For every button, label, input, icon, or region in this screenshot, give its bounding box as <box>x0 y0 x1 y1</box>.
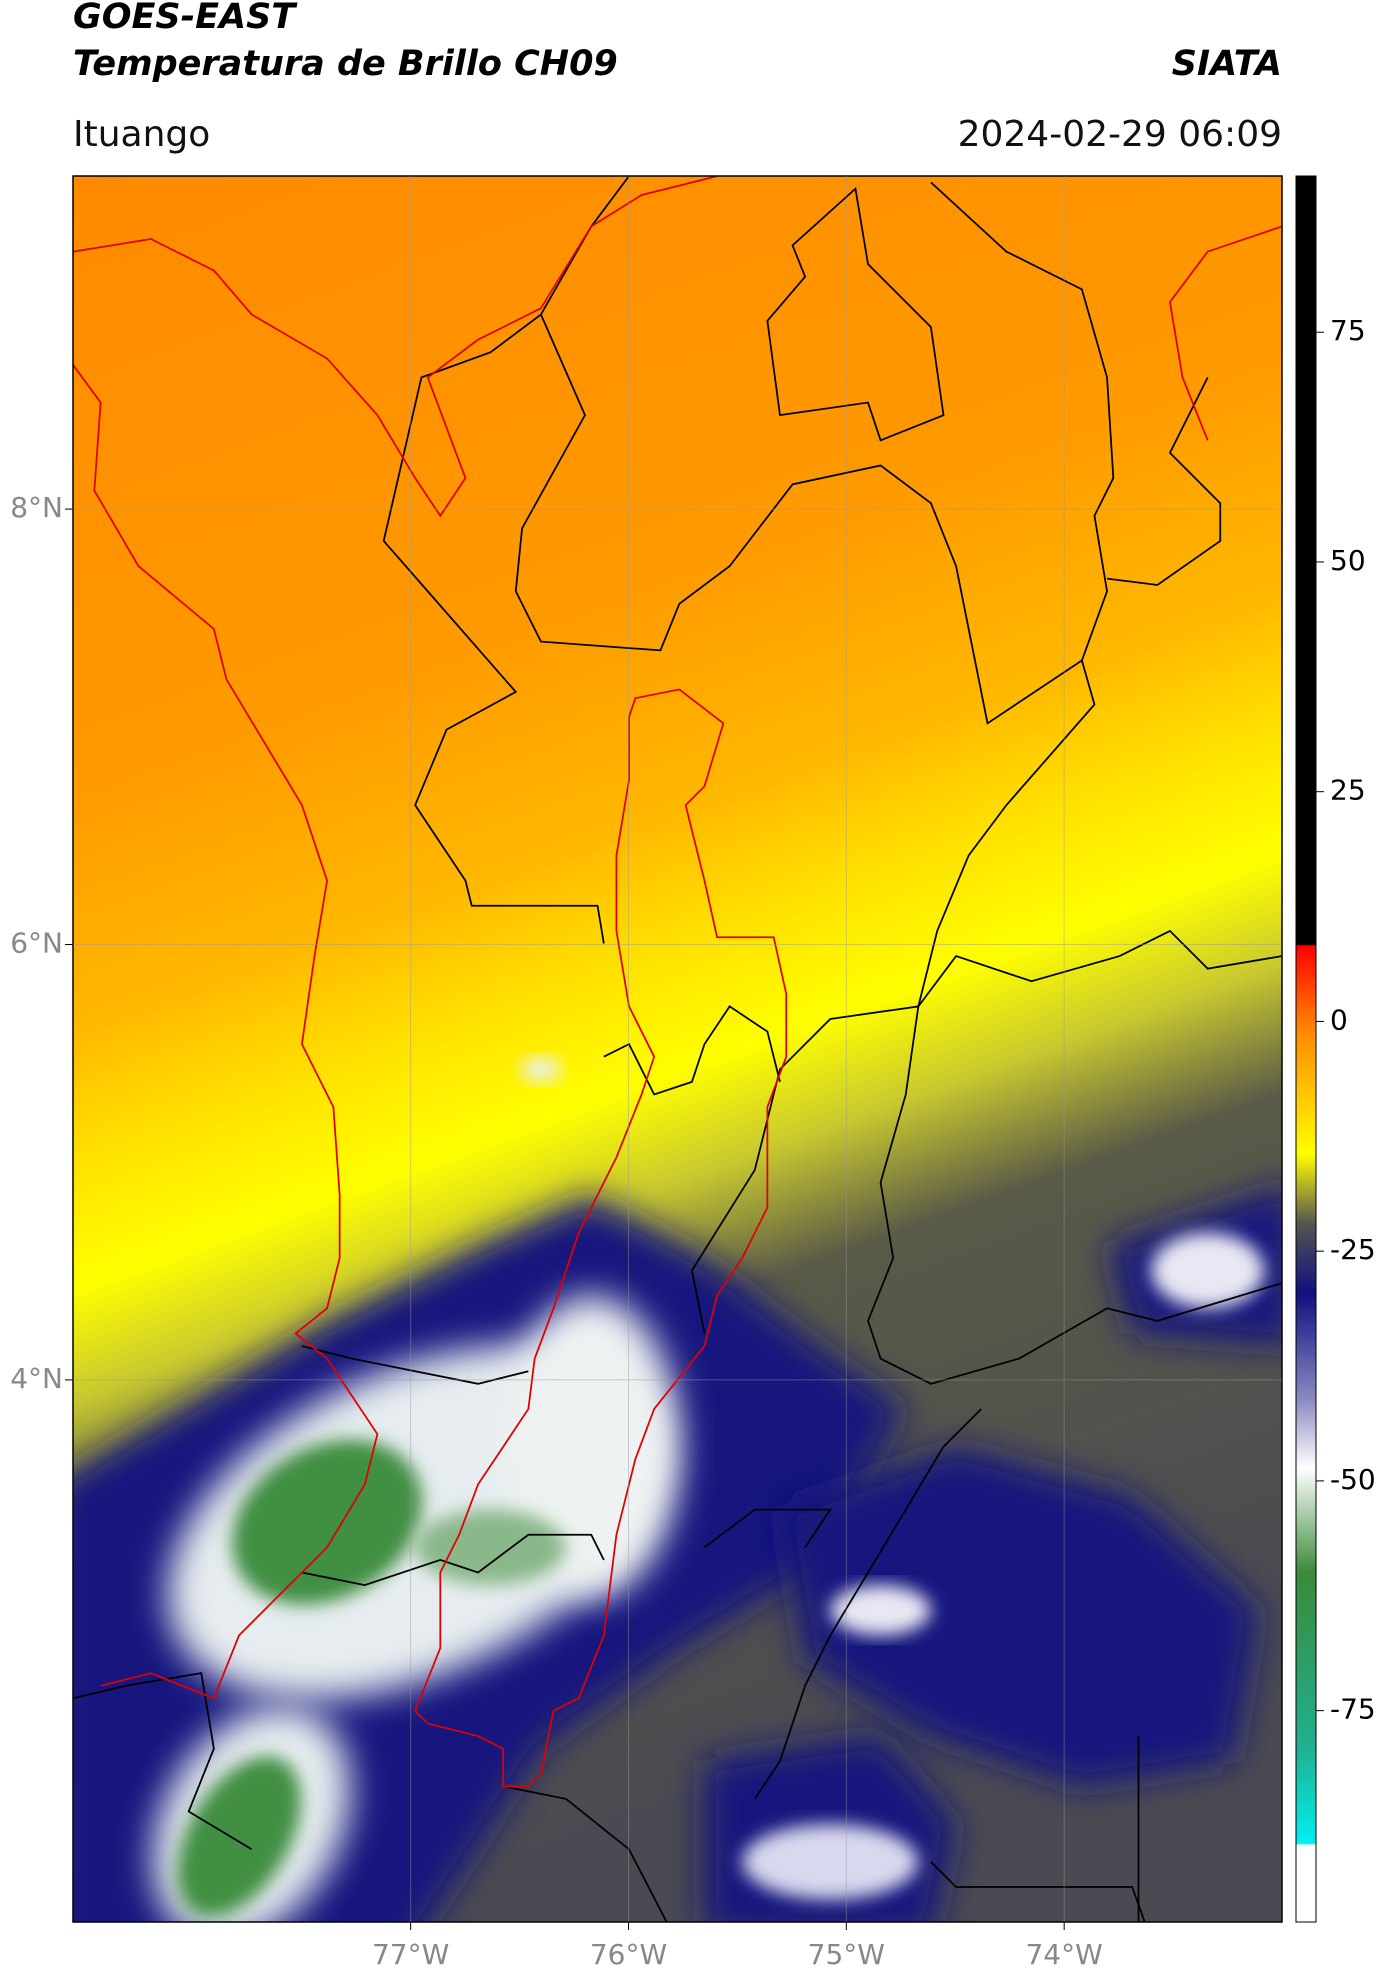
colorbar-tick-label: -75 <box>1330 1693 1376 1726</box>
subtitle: Temperatura de Brillo CH09 <box>73 44 618 84</box>
colorbar-tick-label: 75 <box>1330 314 1366 347</box>
title: GOES-EAST <box>73 0 298 37</box>
x-tick-label: 76°W <box>590 1938 667 1971</box>
colorbar-tick-label: 50 <box>1330 544 1366 577</box>
y-tick-label: 8°N <box>10 491 63 524</box>
datetime: 2024-02-29 06:09 <box>958 114 1282 155</box>
colorbar <box>1295 175 1317 1923</box>
colorbar-tick-label: 25 <box>1330 774 1366 807</box>
y-tick-label: 4°N <box>10 1362 63 1395</box>
imagery <box>72 176 1282 1923</box>
source: SIATA <box>1172 44 1282 84</box>
colorbar-tick-label: 0 <box>1330 1003 1348 1036</box>
x-tick-label: 75°W <box>808 1938 885 1971</box>
colorbar-tick-label: -50 <box>1330 1463 1376 1496</box>
x-tick-label: 77°W <box>372 1938 449 1971</box>
colorbar-tick-label: -25 <box>1330 1233 1376 1266</box>
x-tick-label: 74°W <box>1025 1938 1102 1971</box>
location: Ituango <box>73 114 210 155</box>
map-frame <box>72 175 1283 1923</box>
y-tick-label: 6°N <box>10 927 63 960</box>
